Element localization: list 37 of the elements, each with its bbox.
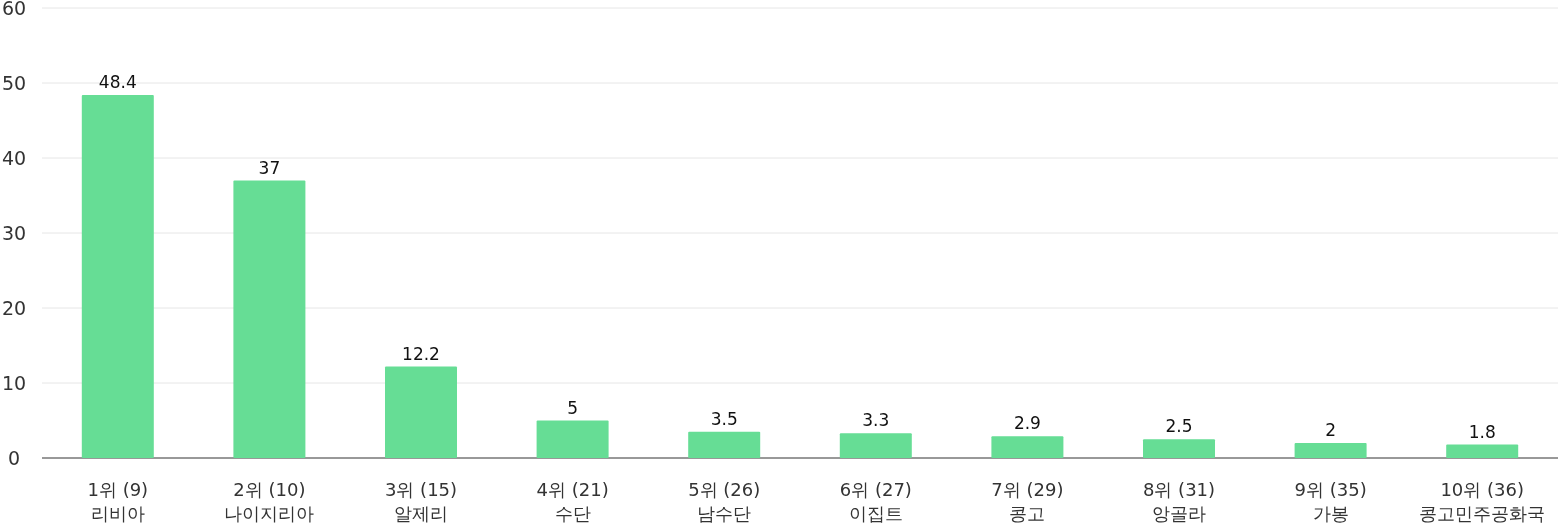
x-tick-label: 9위 (35) 가봉	[1294, 479, 1367, 524]
data-label: 2.9	[1013, 413, 1041, 434]
data-label: 2.5	[1165, 416, 1193, 437]
bar	[233, 180, 306, 458]
bar	[839, 433, 912, 458]
x-tick-label: 1위 (9) 리비아	[87, 479, 149, 524]
y-tick-label: 20	[1, 297, 27, 319]
data-label: 12.2	[402, 343, 440, 364]
y-tick-label: 40	[1, 147, 27, 169]
data-label: 2	[1325, 420, 1337, 440]
data-label: 3.3	[862, 410, 890, 431]
bar	[1143, 439, 1215, 458]
data-label: 37	[258, 157, 281, 178]
x-tick-label: 6위 (27) 이집트	[839, 479, 912, 524]
data-label: 1.8	[1468, 421, 1496, 442]
x-tick-label: 2위 (10) 나이지리아	[224, 479, 315, 524]
y-tick-label: 60	[1, 0, 27, 19]
y-tick-label: 50	[1, 72, 27, 94]
bar	[385, 366, 457, 458]
y-tick-label: 0	[7, 447, 21, 469]
bar	[688, 431, 761, 458]
bar	[81, 95, 154, 458]
data-label: 48.4	[98, 72, 137, 92]
bar	[536, 420, 609, 458]
y-tick-label: 10	[1, 372, 27, 394]
x-tick-label: 5위 (26) 남수단	[688, 479, 761, 524]
x-tick-label: 8위 (31) 앙골라	[1142, 479, 1216, 524]
x-tick-label: 7위 (29) 콩고	[991, 479, 1064, 524]
x-tick-label: 4위 (21) 수단	[536, 479, 609, 524]
y-tick-label: 30	[1, 222, 27, 244]
x-tick-label: 3위 (15) 알제리	[384, 479, 458, 524]
bar	[991, 436, 1064, 458]
bar	[1294, 443, 1367, 458]
data-label: 3.5	[710, 408, 738, 429]
data-label: 5	[567, 397, 579, 418]
x-tick-label: 10위 (36) 콩고민주공화국	[1419, 479, 1546, 524]
bar	[1446, 444, 1519, 458]
